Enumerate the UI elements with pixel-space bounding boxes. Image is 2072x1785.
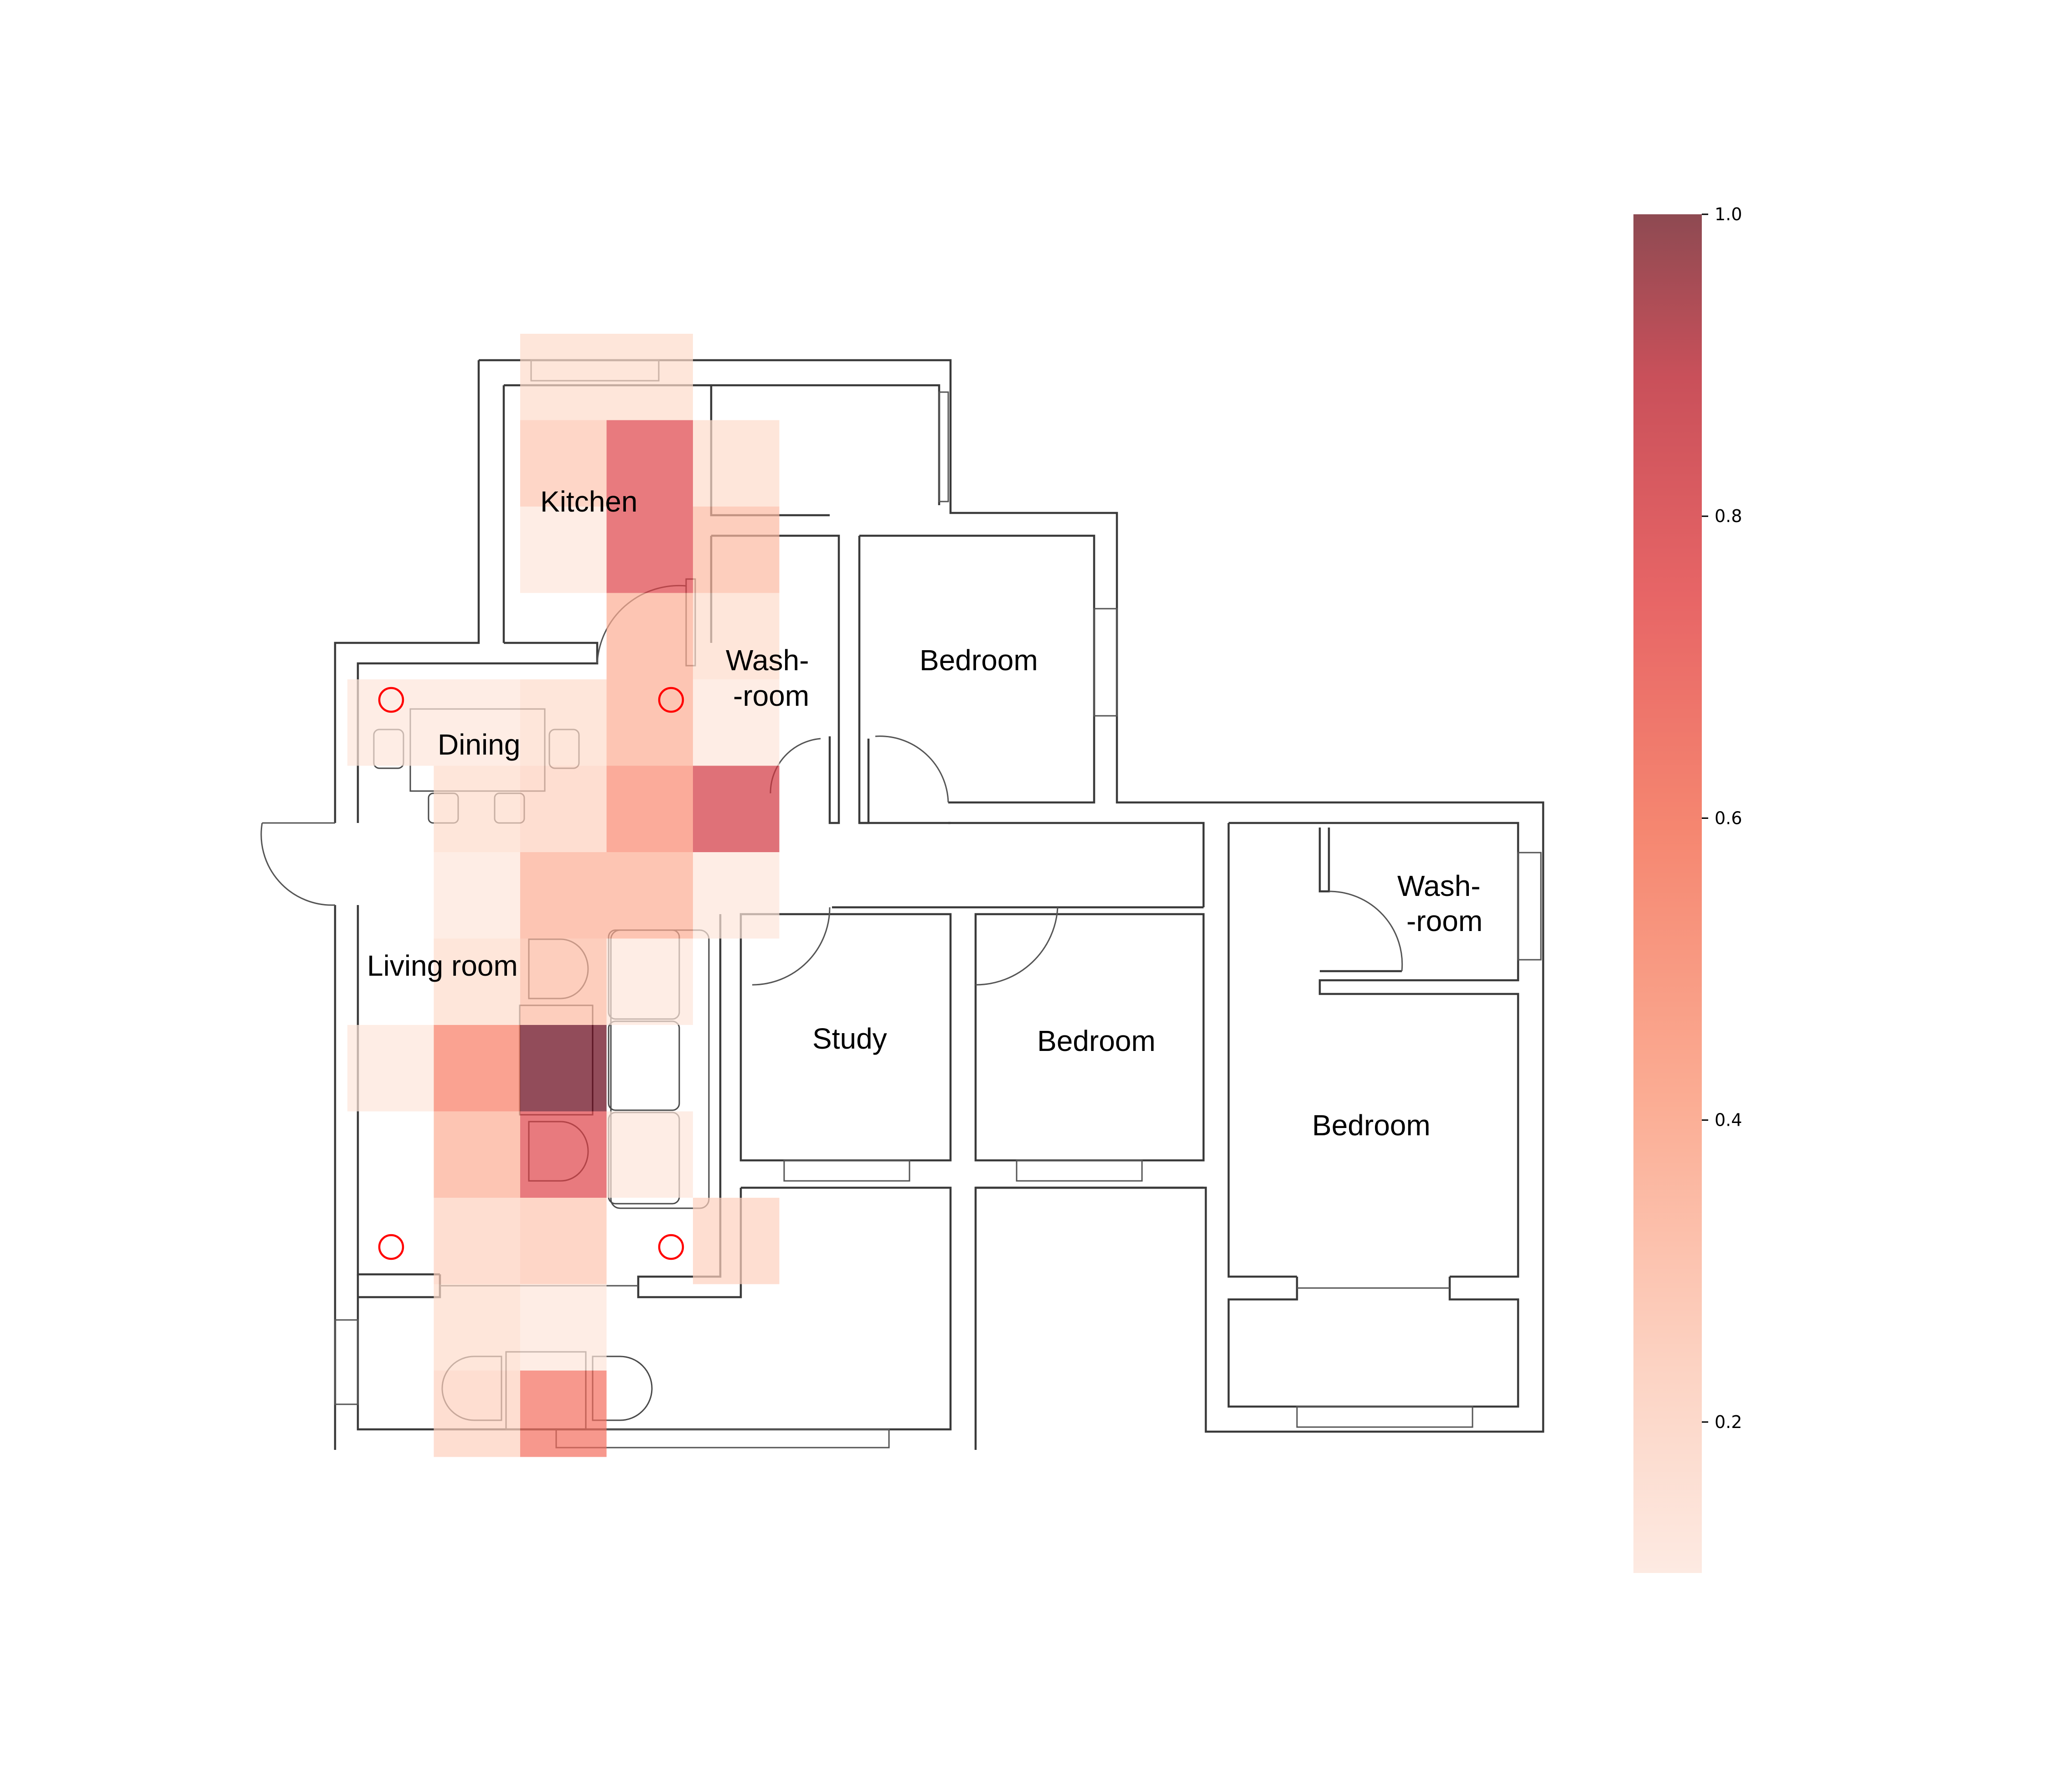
room-label-washroom-1b: -room xyxy=(733,679,809,712)
heatmap-cell xyxy=(434,1198,520,1284)
room-label-washroom-2b: -room xyxy=(1406,905,1483,937)
sensor-marker xyxy=(658,687,684,713)
heatmap-cell xyxy=(434,1284,520,1371)
heatmap-cell xyxy=(520,938,607,1025)
sensor-marker xyxy=(378,1234,404,1260)
heatmap-cell xyxy=(693,1198,780,1284)
colorbar-tick-label: 0.8 xyxy=(1715,506,1742,526)
heatmap-cell xyxy=(606,420,693,507)
colorbar-tick-label: 0.4 xyxy=(1715,1110,1742,1130)
heatmap-cell xyxy=(520,1198,607,1284)
heatmap-cell xyxy=(693,507,780,593)
room-label-living: Living room xyxy=(367,949,518,982)
heatmap-cell xyxy=(434,852,520,939)
room-label-washroom-1a: Wash- xyxy=(726,644,809,677)
heatmap-cell xyxy=(693,679,780,766)
heatmap-cell xyxy=(520,1284,607,1371)
heatmap-cell xyxy=(606,1111,693,1198)
heatmap-cell xyxy=(606,766,693,852)
heatmap-cell xyxy=(606,852,693,939)
heatmap-cell xyxy=(520,1025,607,1112)
heatmap-cell xyxy=(606,938,693,1025)
heatmap-cell xyxy=(434,938,520,1025)
heatmap-cell xyxy=(434,1371,520,1457)
colorbar-gradient xyxy=(1633,214,1702,1573)
heatmap-cell xyxy=(606,679,693,766)
heatmap-cell xyxy=(520,507,607,593)
heatmap-cell xyxy=(520,1371,607,1457)
room-label-bedroom-2: Bedroom xyxy=(1037,1024,1156,1057)
heatmap-cell xyxy=(606,334,693,420)
heatmap-cell xyxy=(693,766,780,852)
heatmap-cell xyxy=(520,420,607,507)
heatmap-layer xyxy=(347,334,780,1457)
heatmap-cell xyxy=(347,679,434,766)
room-labels: Kitchen Wash- -room Bedroom Dining Livin… xyxy=(367,485,1483,1142)
heatmap-cell xyxy=(347,1025,434,1112)
sensor-marker xyxy=(378,687,404,713)
colorbar-ticks: 0.2 0.4 0.6 0.8 1.0 xyxy=(1702,204,1742,1432)
heatmap-cell xyxy=(434,1111,520,1198)
colorbar-tick-label: 0.6 xyxy=(1715,808,1742,828)
heatmap-cell xyxy=(606,593,693,679)
colorbar-tick-label: 1.0 xyxy=(1715,204,1742,224)
sensor-marker xyxy=(658,1234,684,1260)
sensor-markers xyxy=(378,687,684,1260)
heatmap-cell xyxy=(693,420,780,507)
room-label-bedroom-3: Bedroom xyxy=(1312,1109,1431,1142)
heatmap-cell xyxy=(693,593,780,679)
heatmap-cell xyxy=(434,679,520,766)
room-label-washroom-2a: Wash- xyxy=(1397,869,1481,902)
heatmap-cell xyxy=(520,766,607,852)
colorbar: 0.2 0.4 0.6 0.8 1.0 xyxy=(1633,204,1742,1573)
heatmap-cell xyxy=(693,852,780,939)
heatmap-cell xyxy=(606,507,693,593)
room-label-bedroom-1: Bedroom xyxy=(920,644,1038,677)
room-label-dining: Dining xyxy=(438,728,520,761)
heatmap-cell xyxy=(520,852,607,939)
heatmap-cell xyxy=(434,1025,520,1112)
colorbar-tick-label: 0.2 xyxy=(1715,1412,1742,1432)
heatmap-cell xyxy=(520,334,607,420)
heatmap-cell xyxy=(434,766,520,852)
heatmap-cell xyxy=(520,1111,607,1198)
room-label-kitchen: Kitchen xyxy=(540,485,637,518)
heatmap-cell xyxy=(520,679,607,766)
room-label-study: Study xyxy=(812,1022,887,1055)
